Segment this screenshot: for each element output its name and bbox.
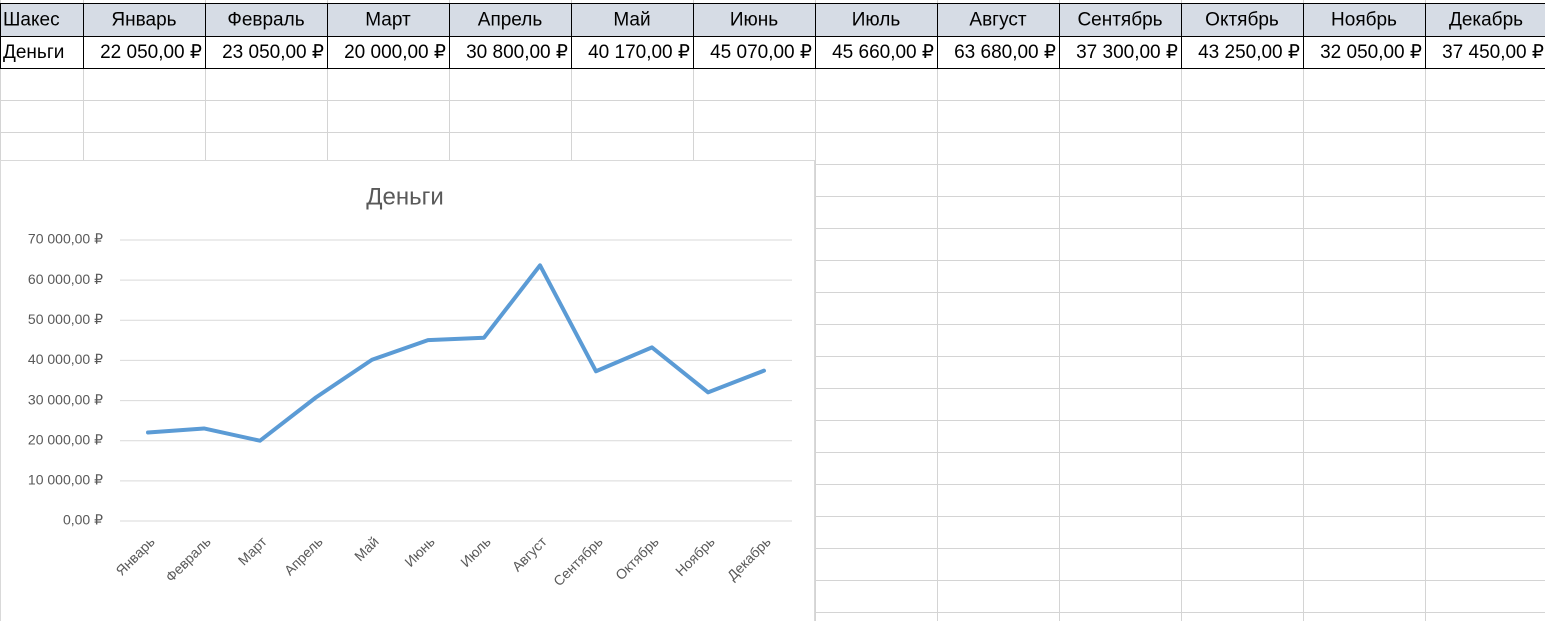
chart: Деньги 0,00 ₽ 10 000,00 ₽ 20 000,00 ₽ 30 00…: [0, 160, 815, 621]
header-fill: [0, 3, 1545, 36]
data-cell: 20 000,00 ₽: [344, 42, 446, 63]
data-cell: 40 170,00 ₽: [588, 42, 690, 63]
chart-area: [0, 160, 815, 621]
data-cell: 37 300,00 ₽: [1076, 42, 1178, 63]
header-cell: Февраль: [227, 10, 304, 31]
chart-title: Деньги: [366, 183, 444, 210]
data-cell: 45 660,00 ₽: [832, 42, 934, 63]
data-cell: 43 250,00 ₽: [1198, 42, 1300, 63]
header-cell: Октябрь: [1205, 10, 1279, 31]
header-cell: Май: [613, 10, 650, 31]
data-cell: 23 050,00 ₽: [222, 42, 324, 63]
y-tick-label: 60 000,00 ₽: [28, 271, 103, 287]
data-cell: 32 050,00 ₽: [1320, 42, 1422, 63]
data-line: [146, 263, 766, 443]
header-cell: Март: [365, 10, 411, 31]
header-cell: Июнь: [730, 10, 778, 31]
data-cell: 37 450,00 ₽: [1442, 42, 1544, 63]
y-tick-label: 70 000,00 ₽: [28, 231, 103, 247]
header-cell: Декабрь: [1449, 10, 1523, 31]
header-cell: Январь: [111, 10, 176, 31]
header-cell: Апрель: [478, 10, 543, 31]
y-tick-label: 30 000,00 ₽: [28, 391, 103, 407]
cell: [1425, 36, 1545, 69]
data-cell: 45 070,00 ₽: [710, 42, 812, 63]
y-tick-label: 0,00 ₽: [63, 512, 103, 528]
header-cell: Август: [969, 10, 1026, 31]
y-tick-label: 10 000,00 ₽: [28, 472, 103, 488]
y-tick-label: 40 000,00 ₽: [28, 351, 103, 367]
data-cell: 30 800,00 ₽: [466, 42, 568, 63]
data-cell: 63 680,00 ₽: [954, 42, 1056, 63]
header-cell: Сентябрь: [1077, 10, 1162, 31]
table: Шакес Январь Февраль Март Апрель Май Июнь Июль А…: [0, 3, 1545, 69]
header-cell: Июль: [852, 10, 901, 31]
y-tick-label: 50 000,00 ₽: [28, 311, 103, 327]
header-cell: Шакес: [3, 10, 60, 31]
data-cell: 22 050,00 ₽: [100, 42, 202, 63]
data-cell: Деньги: [3, 42, 64, 63]
header-cell: Ноябрь: [1331, 10, 1397, 31]
y-tick-label: 20 000,00 ₽: [28, 431, 103, 447]
